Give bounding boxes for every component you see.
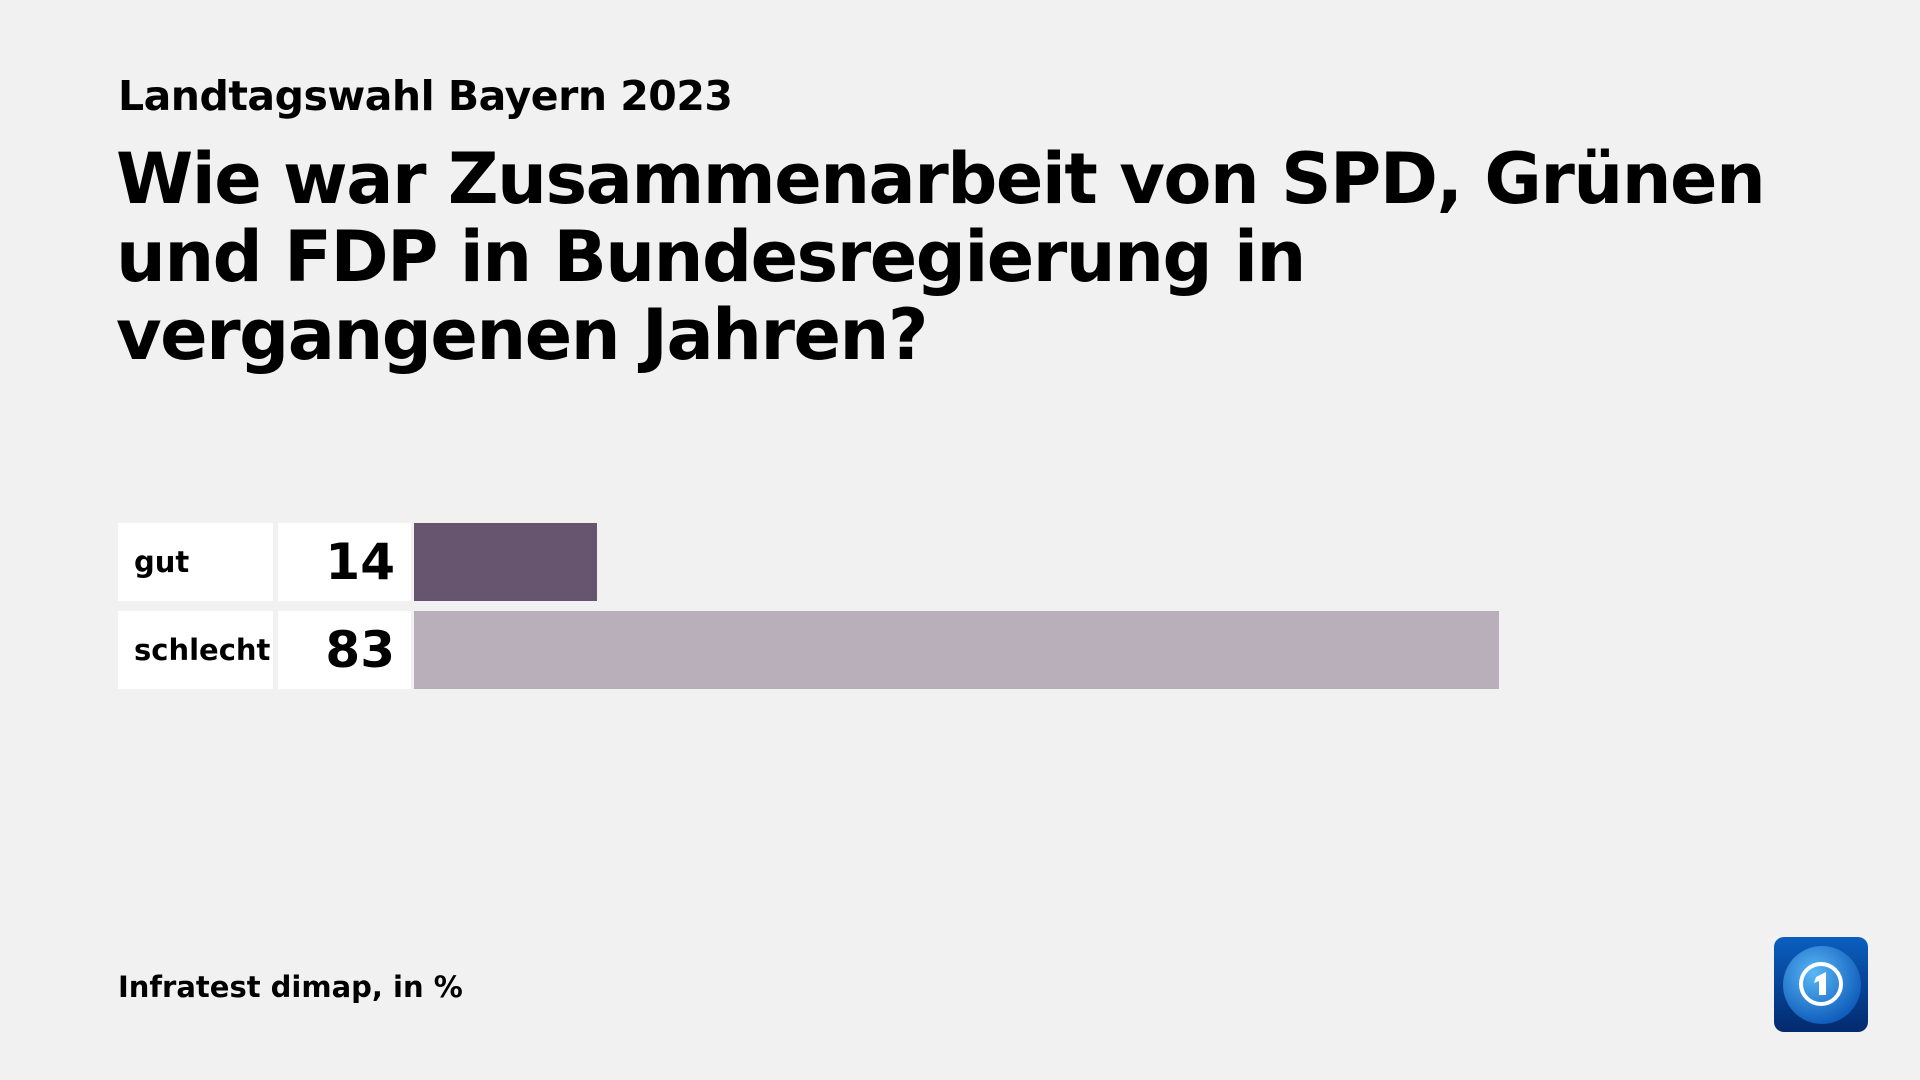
bar-schlecht (414, 611, 1499, 689)
value-label: 14 (278, 523, 411, 601)
chart-subtitle: Landtagswahl Bayern 2023 (118, 72, 733, 120)
chart-title: Wie war Zusammenarbeit von SPD, Grünen u… (116, 138, 1766, 376)
value-label: 83 (278, 611, 411, 689)
tagesschau-logo-icon (1774, 937, 1868, 1032)
category-label: schlecht (118, 611, 273, 689)
category-label: gut (118, 523, 273, 601)
bar-gut (414, 523, 597, 601)
source-note: Infratest dimap, in % (118, 970, 463, 1004)
